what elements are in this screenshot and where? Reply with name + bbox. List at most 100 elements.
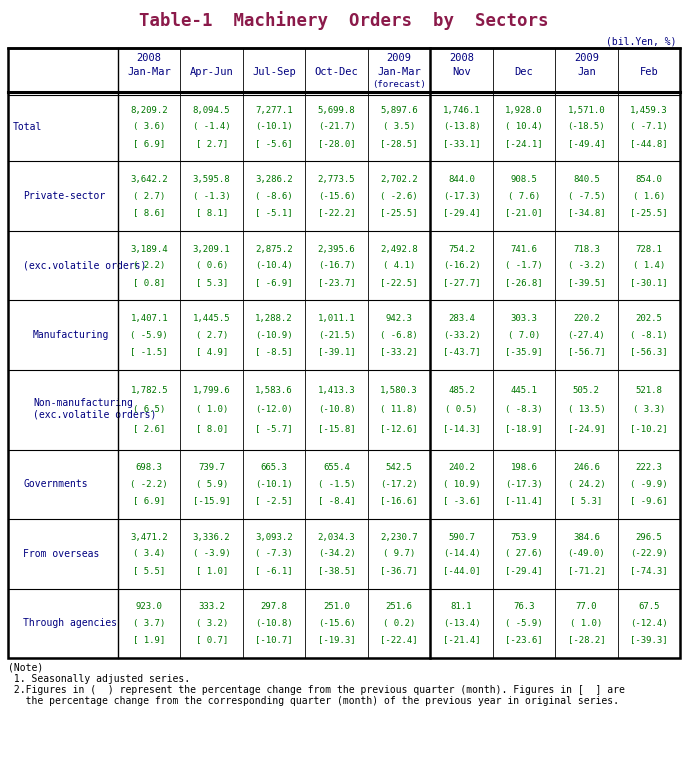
Text: ( -5.9): ( -5.9) [505, 619, 543, 628]
Text: 5,897.6: 5,897.6 [380, 106, 418, 115]
Text: (-16.7): (-16.7) [318, 261, 356, 270]
Text: 908.5: 908.5 [510, 175, 537, 184]
Text: ( 3.5): ( 3.5) [383, 123, 415, 131]
Text: (-16.2): (-16.2) [442, 261, 480, 270]
Text: 854.0: 854.0 [635, 175, 663, 184]
Text: [-30.1]: [-30.1] [630, 277, 667, 286]
Text: ( 1.6): ( 1.6) [633, 192, 665, 201]
Text: 7,277.1: 7,277.1 [255, 106, 293, 115]
Text: ( 9.7): ( 9.7) [383, 549, 415, 558]
Text: [ -6.9]: [ -6.9] [255, 277, 293, 286]
Text: ( 1.4): ( 1.4) [633, 261, 665, 270]
Text: 2,492.8: 2,492.8 [380, 244, 418, 254]
Text: 1,407.1: 1,407.1 [131, 314, 168, 323]
Text: (-10.9): (-10.9) [255, 331, 293, 339]
Text: [-43.7]: [-43.7] [442, 347, 480, 356]
Text: 2008: 2008 [449, 53, 474, 63]
Text: 251.0: 251.0 [323, 602, 350, 611]
Text: (-17.2): (-17.2) [380, 480, 418, 489]
Text: ( 6.5): ( 6.5) [133, 405, 165, 414]
Text: 2,395.6: 2,395.6 [318, 244, 356, 254]
Text: ( -2.2): ( -2.2) [131, 480, 168, 489]
Text: (-34.2): (-34.2) [318, 549, 356, 558]
Text: [ 8.1]: [ 8.1] [195, 208, 228, 218]
Text: (-15.6): (-15.6) [318, 619, 356, 628]
Text: (-10.8): (-10.8) [255, 619, 293, 628]
Text: 1,928.0: 1,928.0 [505, 106, 543, 115]
Text: 1,583.6: 1,583.6 [255, 386, 293, 395]
Text: ( 0.2): ( 0.2) [383, 619, 415, 628]
Text: ( -9.9): ( -9.9) [630, 480, 667, 489]
Text: [-11.4]: [-11.4] [505, 496, 543, 506]
Text: 3,642.2: 3,642.2 [131, 175, 168, 184]
Text: Jan-Mar: Jan-Mar [127, 67, 171, 77]
Text: [-22.5]: [-22.5] [380, 277, 418, 286]
Text: [-22.4]: [-22.4] [380, 635, 418, 644]
Text: [-49.4]: [-49.4] [568, 139, 605, 148]
Text: 754.2: 754.2 [448, 244, 475, 254]
Text: [-71.2]: [-71.2] [568, 566, 605, 574]
Text: [ -9.6]: [ -9.6] [630, 496, 667, 506]
Text: 728.1: 728.1 [635, 244, 663, 254]
Text: [ 6.9]: [ 6.9] [133, 139, 165, 148]
Text: [-10.2]: [-10.2] [630, 424, 667, 434]
Text: 3,336.2: 3,336.2 [193, 533, 230, 542]
Text: (-12.4): (-12.4) [630, 619, 667, 628]
Text: Jan: Jan [577, 67, 596, 77]
Text: Manufacturing: Manufacturing [33, 330, 109, 340]
Text: [-15.8]: [-15.8] [318, 424, 356, 434]
Text: ( 7.6): ( 7.6) [508, 192, 540, 201]
Text: ( -6.8): ( -6.8) [380, 331, 418, 339]
Text: 8,209.2: 8,209.2 [131, 106, 168, 115]
Text: ( -1.3): ( -1.3) [193, 192, 230, 201]
Text: [-29.4]: [-29.4] [505, 566, 543, 574]
Text: 590.7: 590.7 [448, 533, 475, 542]
Text: (-21.5): (-21.5) [318, 331, 356, 339]
Text: [ 6.9]: [ 6.9] [133, 496, 165, 506]
Text: ( 1.0): ( 1.0) [570, 619, 603, 628]
Text: [-26.8]: [-26.8] [505, 277, 543, 286]
Text: 198.6: 198.6 [510, 463, 537, 473]
Text: [ 0.8]: [ 0.8] [133, 277, 165, 286]
Text: Non-manufacturing: Non-manufacturing [33, 398, 133, 408]
Text: 942.3: 942.3 [385, 314, 412, 323]
Text: ( 10.4): ( 10.4) [505, 123, 543, 131]
Text: (-13.4): (-13.4) [442, 619, 480, 628]
Text: ( -1.5): ( -1.5) [318, 480, 356, 489]
Text: ( 3.7): ( 3.7) [133, 619, 165, 628]
Text: [-39.5]: [-39.5] [568, 277, 605, 286]
Text: [ 8.0]: [ 8.0] [195, 424, 228, 434]
Text: [-56.7]: [-56.7] [568, 347, 605, 356]
Text: ( -8.3): ( -8.3) [505, 405, 543, 414]
Text: ( 10.9): ( 10.9) [442, 480, 480, 489]
Text: Private-sector: Private-sector [23, 192, 105, 201]
Text: (-27.4): (-27.4) [568, 331, 605, 339]
Text: 542.5: 542.5 [385, 463, 412, 473]
Text: ( 5.9): ( 5.9) [195, 480, 228, 489]
Text: ( -1.4): ( -1.4) [193, 123, 230, 131]
Text: 5,699.8: 5,699.8 [318, 106, 356, 115]
Text: [ -2.5]: [ -2.5] [255, 496, 293, 506]
Text: [-28.0]: [-28.0] [318, 139, 356, 148]
Text: [ 5.3]: [ 5.3] [570, 496, 603, 506]
Text: ( 1.0): ( 1.0) [195, 405, 228, 414]
Text: 1,782.5: 1,782.5 [131, 386, 168, 395]
Text: Total: Total [13, 122, 43, 132]
Text: (-10.1): (-10.1) [255, 123, 293, 131]
Text: [ -1.5]: [ -1.5] [131, 347, 168, 356]
Text: 2.Figures in (  ) represent the percentage change from the previous quarter (mon: 2.Figures in ( ) represent the percentag… [8, 685, 625, 695]
Text: 76.3: 76.3 [513, 602, 535, 611]
Text: 283.4: 283.4 [448, 314, 475, 323]
Text: 3,093.2: 3,093.2 [255, 533, 293, 542]
Text: 2,034.3: 2,034.3 [318, 533, 356, 542]
Text: (-17.3): (-17.3) [442, 192, 480, 201]
Text: ( -3.9): ( -3.9) [193, 549, 230, 558]
Text: [-24.9]: [-24.9] [568, 424, 605, 434]
Text: [-29.4]: [-29.4] [442, 208, 480, 218]
Text: 665.3: 665.3 [261, 463, 288, 473]
Text: ( 3.3): ( 3.3) [633, 405, 665, 414]
Text: Jul-Sep: Jul-Sep [252, 67, 296, 77]
Text: 303.3: 303.3 [510, 314, 537, 323]
Text: 3,595.8: 3,595.8 [193, 175, 230, 184]
Text: Through agencies: Through agencies [23, 618, 117, 628]
